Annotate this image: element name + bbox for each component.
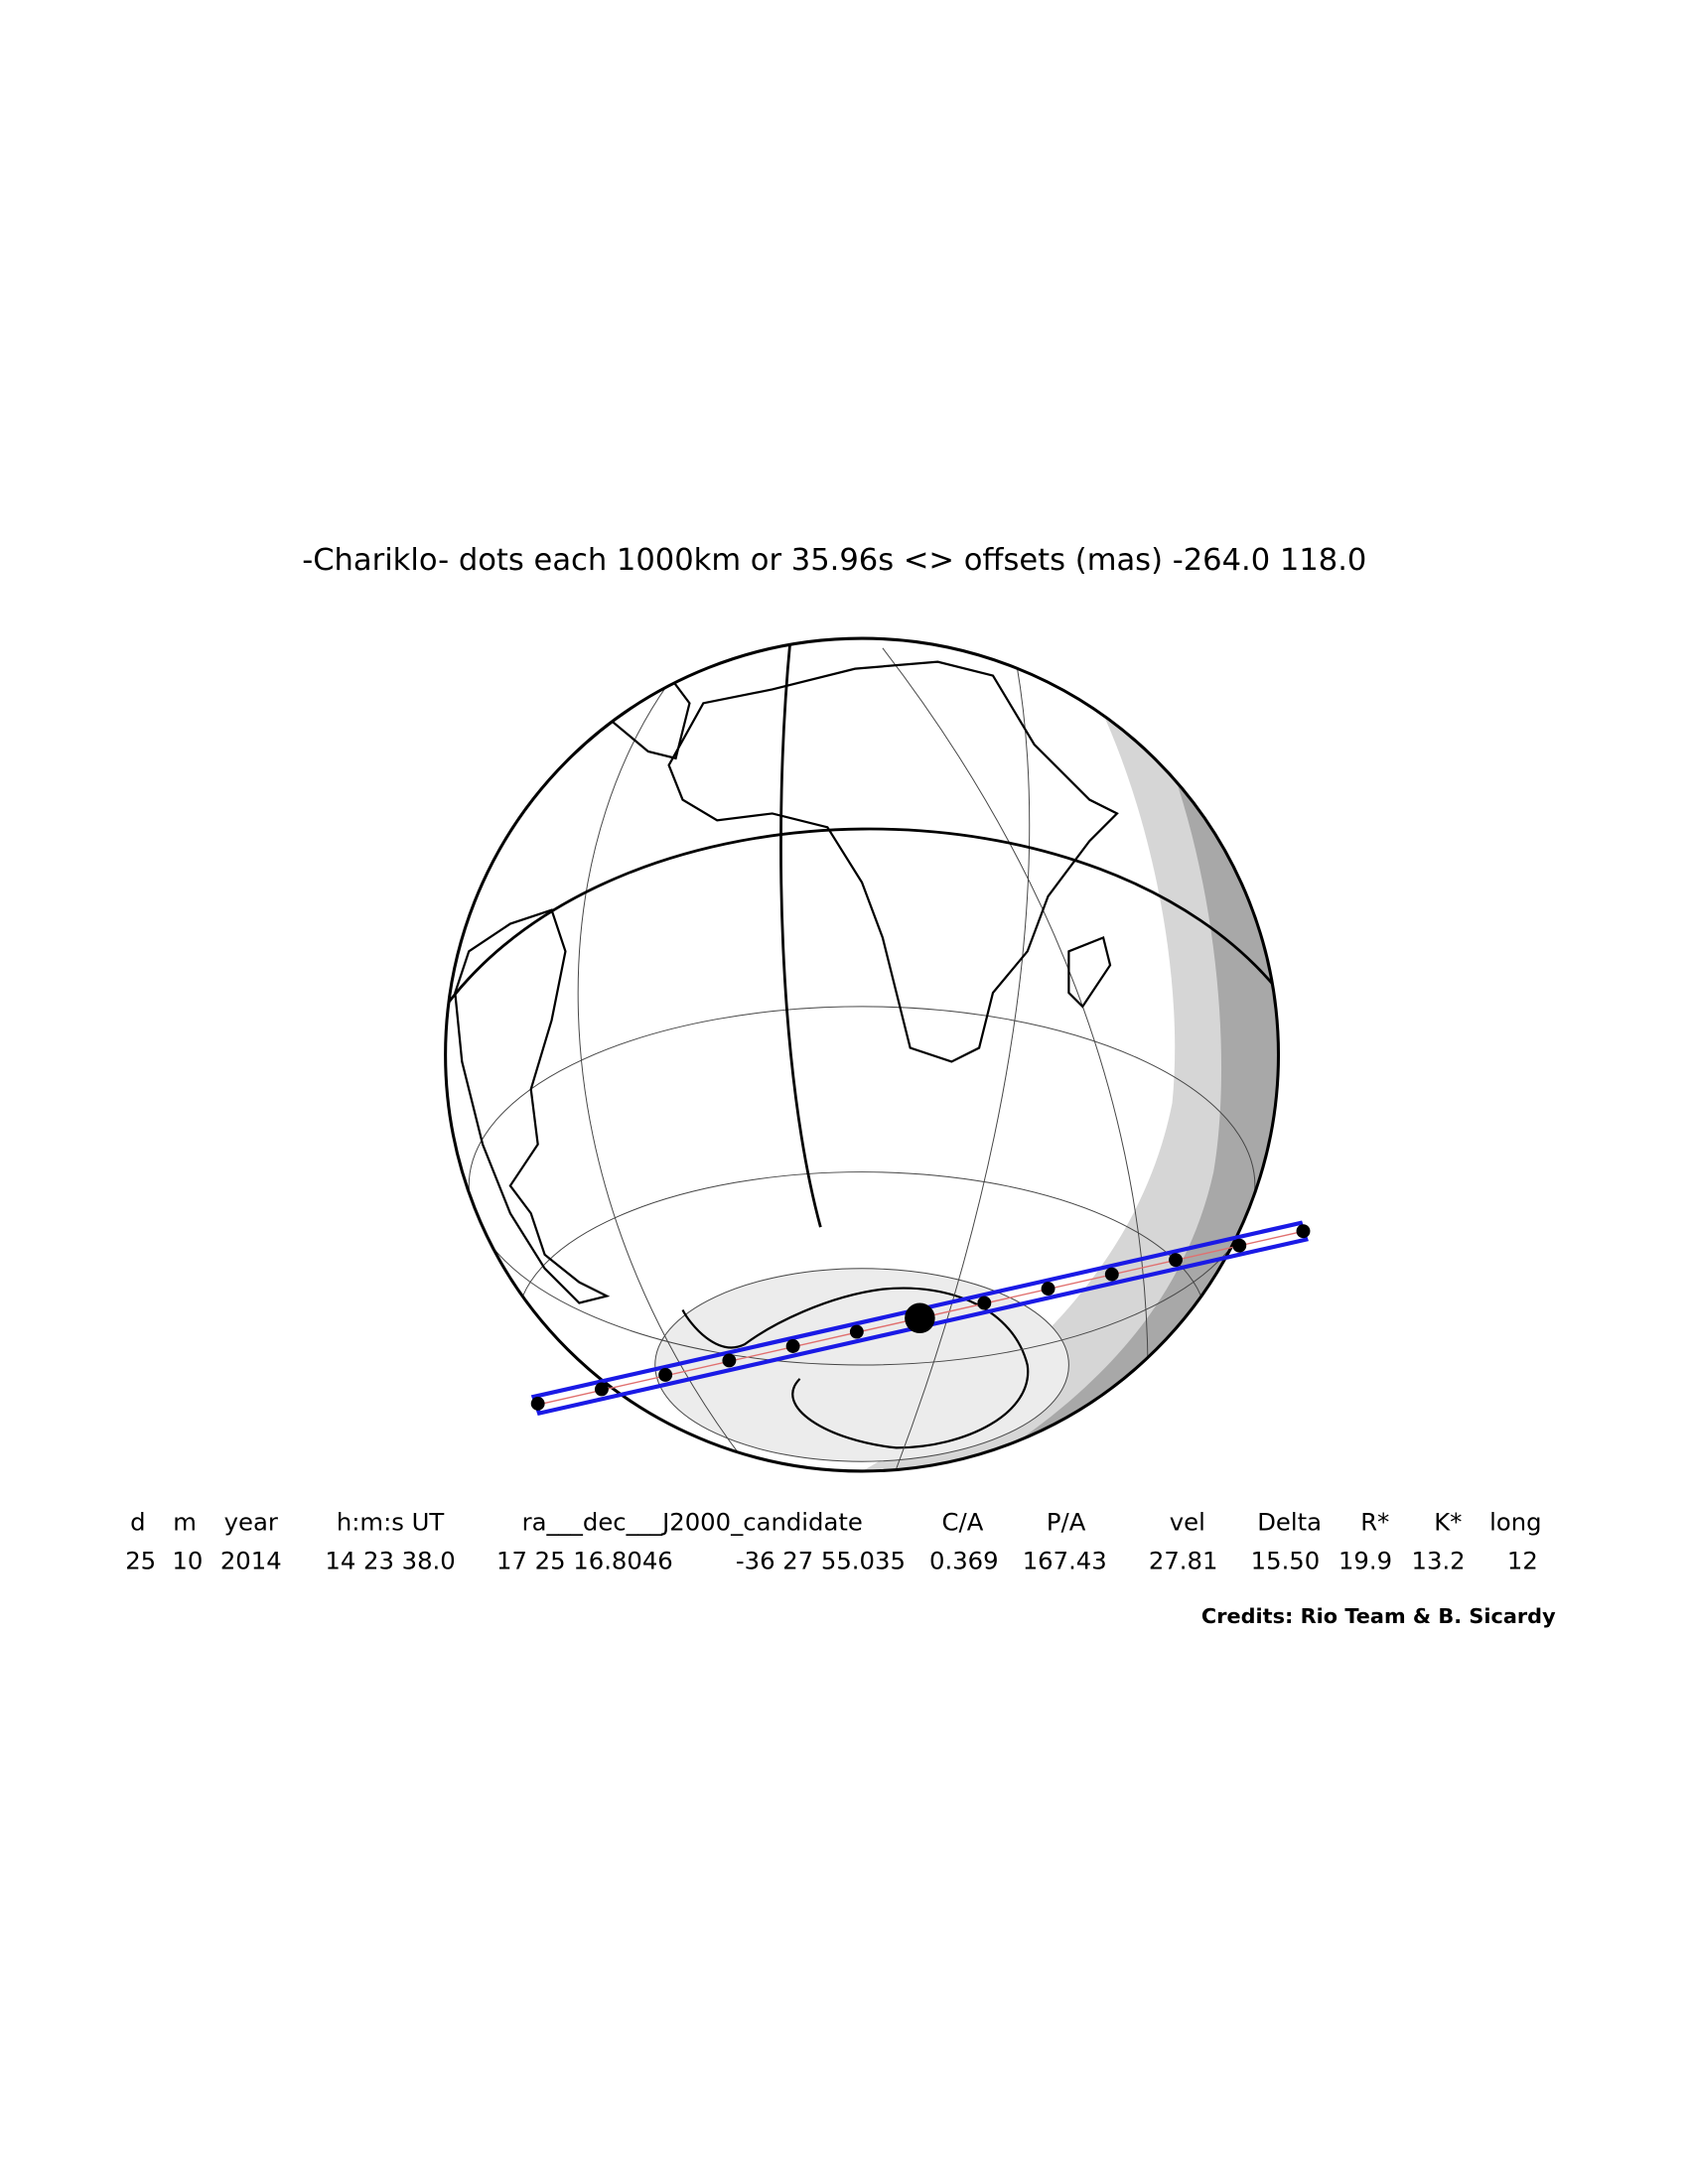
value-cell: 10 — [172, 1547, 203, 1575]
header-cell: R* — [1360, 1508, 1389, 1537]
header-cell: K* — [1434, 1508, 1462, 1537]
occultation-track — [530, 1220, 1311, 1417]
value-cell: 12 — [1507, 1547, 1538, 1575]
track-dot — [658, 1368, 673, 1382]
table-header: d m year h:m:s UT ra___dec___J2000_candidate… — [130, 1508, 1541, 1537]
header-cell: year — [224, 1508, 278, 1537]
value-cell: 14 23 38.0 — [325, 1547, 455, 1575]
value-cell: 13.2 — [1412, 1547, 1466, 1575]
value-cell: 15.50 — [1251, 1547, 1321, 1575]
value-cell: -36 27 55.035 — [736, 1547, 906, 1575]
table-values: 25 10 2014 14 23 38.0 17 25 16.8046 -36 27 55… — [125, 1547, 1538, 1575]
title: -Chariklo- dots each 1000km or 35.96s <>… — [302, 543, 1366, 578]
value-cell: 27.81 — [1149, 1547, 1218, 1575]
track-dot — [1296, 1224, 1311, 1239]
value-cell: 19.9 — [1338, 1547, 1392, 1575]
value-cell: 17 25 16.8046 — [496, 1547, 673, 1575]
value-cell: 2014 — [220, 1547, 282, 1575]
header-cell: ra___dec___J2000_candidate — [522, 1508, 863, 1537]
value-cell: 0.369 — [929, 1547, 999, 1575]
value-cell: 25 — [125, 1547, 156, 1575]
track-dot — [977, 1296, 992, 1310]
header-cell: Delta — [1257, 1508, 1322, 1537]
header-cell: vel — [1170, 1508, 1205, 1537]
header-cell: h:m:s UT — [337, 1508, 445, 1537]
header-cell: long — [1489, 1508, 1541, 1537]
track-dot — [849, 1324, 864, 1339]
track-dot — [1169, 1253, 1183, 1268]
header-cell: m — [173, 1508, 197, 1537]
track-dot — [1232, 1238, 1247, 1253]
track-dot — [594, 1382, 609, 1397]
track-dot — [722, 1353, 737, 1368]
track-dot — [785, 1339, 800, 1353]
track-dot — [530, 1396, 545, 1411]
credits: Credits: Rio Team & B. Sicardy — [1201, 1604, 1556, 1628]
value-cell: 167.43 — [1023, 1547, 1107, 1575]
track-dot — [1104, 1267, 1119, 1282]
track-dot — [1041, 1282, 1055, 1297]
globe — [444, 636, 1281, 1473]
header-cell: P/A — [1047, 1508, 1086, 1537]
header-cell: C/A — [942, 1508, 984, 1537]
header-cell: d — [130, 1508, 145, 1537]
